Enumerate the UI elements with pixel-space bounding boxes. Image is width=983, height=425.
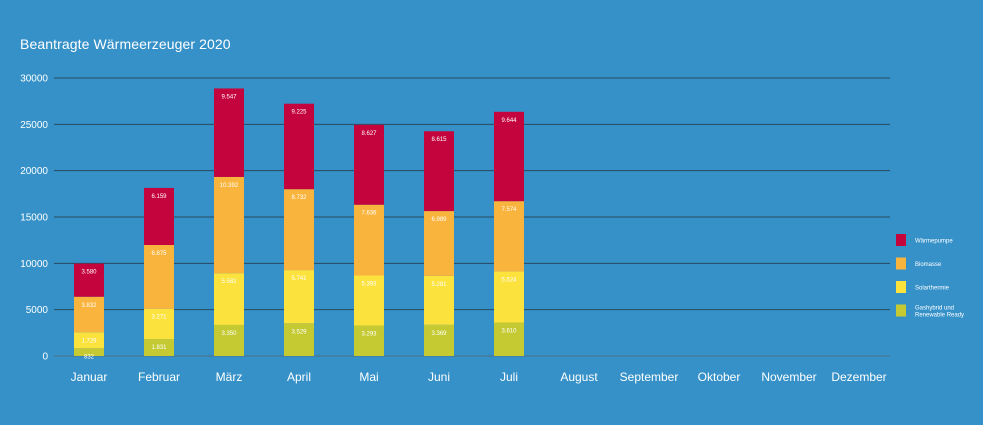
data-label: 5.741 — [291, 276, 307, 282]
data-label: 6.989 — [431, 217, 447, 223]
bar-segment — [144, 187, 174, 246]
x-tick-label: März — [216, 370, 243, 384]
x-tick-label: August — [560, 370, 598, 384]
bar-segment — [144, 245, 174, 309]
y-tick-label: 15000 — [20, 213, 48, 224]
bar-segment — [284, 323, 314, 356]
data-label: 3.610 — [501, 329, 517, 335]
data-label: 8.627 — [361, 131, 377, 137]
bar-segment — [424, 324, 454, 356]
data-label: 3.832 — [81, 303, 97, 309]
data-label: 3.580 — [81, 270, 97, 276]
data-label: 6.875 — [151, 251, 167, 257]
bar-segment — [74, 263, 104, 297]
bar-segment — [214, 324, 244, 356]
bar-segment — [494, 201, 524, 272]
y-tick-label: 30000 — [20, 74, 48, 85]
chart-title: Beantragte Wärmeerzeuger 2020 — [20, 36, 231, 52]
bar-segment — [284, 270, 314, 324]
x-tick-label: Juni — [428, 370, 450, 384]
data-label: 10.392 — [220, 183, 239, 189]
data-label: 5.524 — [501, 277, 517, 283]
data-label: 7.636 — [361, 211, 377, 217]
data-label: 3.369 — [431, 331, 447, 337]
bar-segment — [494, 271, 524, 323]
data-label: 7.574 — [501, 207, 517, 213]
legend-swatch — [896, 304, 906, 317]
bar-segment — [74, 348, 104, 356]
legend-label: Wärmepumpe — [915, 239, 953, 245]
bar-segment — [424, 275, 454, 325]
bar-segment — [74, 332, 104, 349]
data-label: 6.159 — [151, 194, 167, 200]
legend-label: Solarthermie — [915, 286, 950, 292]
bar-segment — [354, 124, 384, 205]
bar-segment — [494, 322, 524, 356]
x-tick-label: Dezember — [831, 370, 886, 384]
x-tick-label: November — [761, 370, 816, 384]
legend-swatch — [896, 281, 906, 293]
data-label: 3.271 — [151, 315, 167, 321]
y-tick-label: 25000 — [20, 120, 48, 131]
data-label: 9.644 — [501, 118, 517, 124]
bar-segment — [424, 131, 454, 212]
bar-segment — [284, 103, 314, 190]
legend-label: Biomasse — [915, 262, 942, 268]
legend-swatch — [896, 234, 906, 246]
data-label: 9.225 — [291, 110, 307, 116]
data-label: 5.582 — [221, 279, 237, 285]
x-tick-label: Oktober — [698, 370, 741, 384]
data-label: 9.547 — [221, 94, 237, 100]
data-label: 8.732 — [291, 195, 307, 201]
bar-segment — [354, 275, 384, 326]
bar-segment — [74, 296, 104, 333]
data-label: 3.293 — [361, 331, 377, 337]
bar-segment — [284, 189, 314, 271]
x-tick-label: Mai — [359, 370, 378, 384]
x-tick-label: September — [620, 370, 679, 384]
bar-segment — [424, 211, 454, 276]
legend-swatch — [896, 257, 906, 270]
data-label: 3.529 — [291, 329, 307, 335]
data-label: 3.350 — [221, 331, 237, 337]
y-tick-label: 10000 — [20, 259, 48, 270]
x-tick-label: April — [287, 370, 311, 384]
legend-label: Gashybrid und — [915, 306, 954, 312]
y-tick-label: 20000 — [20, 166, 48, 177]
bar-segment — [354, 204, 384, 276]
bar-segment — [494, 111, 524, 202]
data-label: 832 — [84, 354, 95, 360]
legend-label: Renewable Ready — [915, 313, 964, 319]
data-label: 1.729 — [81, 338, 97, 344]
x-tick-label: Juli — [500, 370, 518, 384]
bar-segment — [214, 88, 244, 177]
bar-segment — [214, 273, 244, 325]
data-label: 1.831 — [151, 345, 167, 351]
data-label: 5.393 — [361, 282, 377, 288]
bar-segment — [144, 308, 174, 340]
bar-segment — [354, 325, 384, 356]
data-label: 8.615 — [431, 137, 447, 143]
data-label: 5.281 — [431, 282, 447, 288]
bar-segment — [214, 176, 244, 274]
y-tick-label: 0 — [42, 352, 48, 363]
y-tick-label: 5000 — [26, 305, 49, 316]
x-tick-label: Februar — [138, 370, 180, 384]
bar-segment — [144, 339, 174, 356]
x-tick-label: Januar — [71, 370, 108, 384]
